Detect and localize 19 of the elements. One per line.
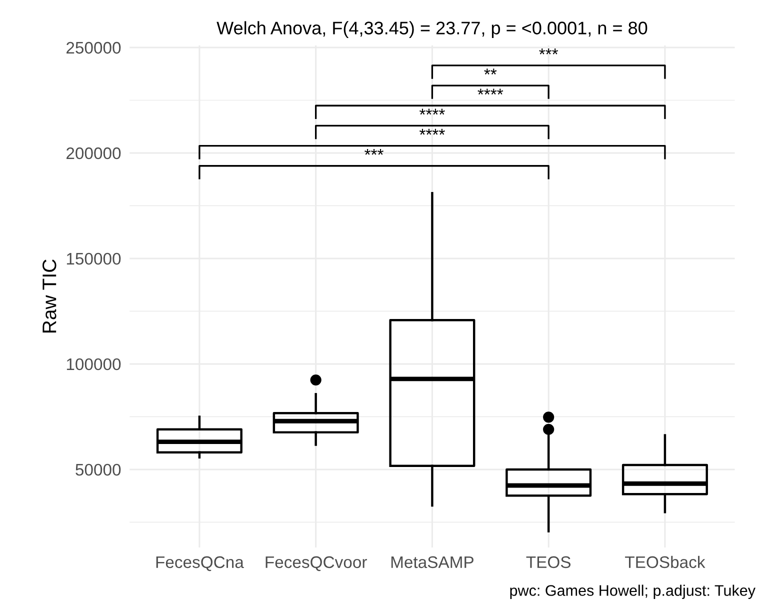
y-axis-title: Raw TIC [42, 260, 56, 332]
annotation: **** [420, 108, 445, 115]
x-tick-label: MetaSAMP [391, 556, 474, 568]
y-tick-label: 50000 [76, 464, 121, 476]
annotation: **** [420, 128, 445, 135]
annotation: *** [364, 148, 384, 155]
x-tick-label: FecesQCvoor [266, 556, 367, 572]
x-tick-label: TEOSback [625, 556, 706, 568]
annotation: *** [539, 48, 558, 54]
annotation: ** [484, 68, 497, 74]
text: pwc: Games Howell; p.adjust: Tukey [510, 584, 756, 599]
x-tick-label: FecesQCna [156, 556, 244, 572]
y-tick-label: 200000 [66, 147, 121, 160]
y-tick-label: 100000 [66, 358, 121, 370]
y-tick-label: 150000 [66, 252, 121, 265]
annotation: **** [478, 88, 504, 95]
x-tick-label: TEOS [526, 556, 571, 568]
y-tick-label: 250000 [66, 42, 121, 54]
chart-title: Welch Anova, F(4,33.45) = 23.77, p = <0.0001, n = 80 [216, 21, 648, 38]
